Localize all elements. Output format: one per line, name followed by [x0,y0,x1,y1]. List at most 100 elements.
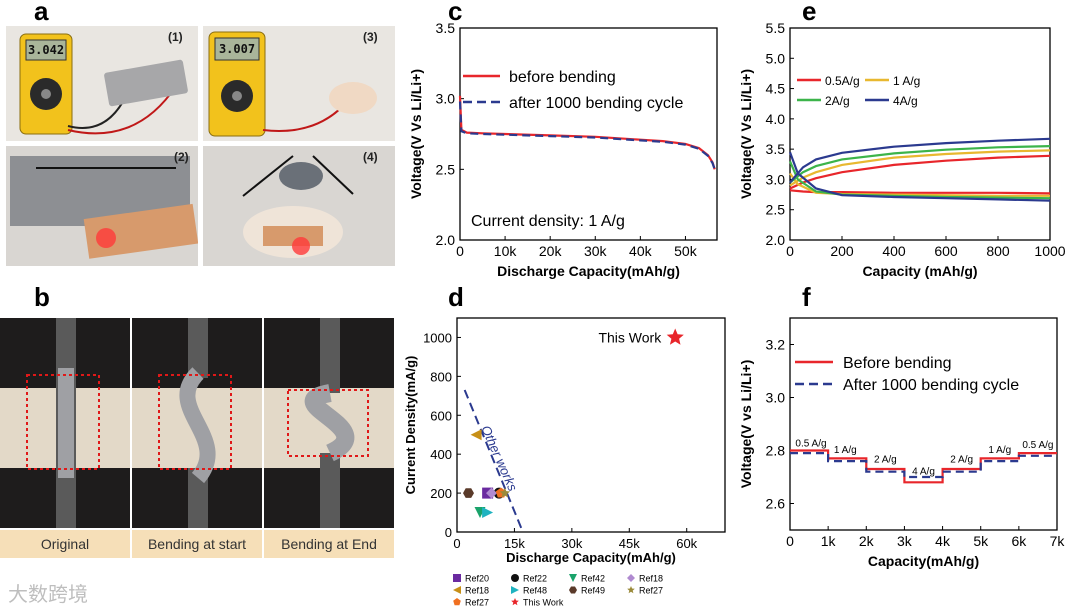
other-works-annotation: Other works [478,423,520,494]
caption-bending-start: Bending at start [132,530,262,558]
rate-label: 2 A/g [950,454,973,465]
legend-label: 1 A/g [893,74,920,88]
y-tick-label: 1000 [423,330,452,345]
legend-label: Before bending [843,355,952,372]
chart-c-discharge: 0 10k 20k 30k 40k 50k 2.0 2.5 3.0 3.5 Discharge Ca… [408,20,718,279]
y-tick-label: 3.5 [766,141,786,157]
y-tick-label: 5.0 [766,50,786,66]
x-tick-label: 45k [619,536,640,551]
charge-curve [789,137,1051,184]
legend-marker [569,574,577,582]
x-tick-label: 0 [453,536,460,551]
y-tick-label: 800 [430,369,452,384]
y-tick-label: 600 [430,408,452,423]
bending-scene-start [132,318,262,528]
x-tick-label: 0 [786,243,794,259]
bending-scene-end [264,318,394,528]
panel-label-b: b [34,282,50,312]
data-point [499,487,511,498]
other-works-boundary [463,389,524,531]
legend-label: Ref27 [639,586,663,596]
charge-curve [789,145,1051,184]
legend-label: Ref49 [581,586,605,596]
panel-label-e: e [802,0,817,26]
discharge-curve [788,151,1051,202]
bending-scene-original [0,318,130,528]
x-tick-label: 5k [973,533,989,549]
legend-marker [627,574,635,582]
rate-label: 1 A/g [988,445,1011,456]
x-tick-label: 30k [584,243,608,259]
data-point [463,488,474,498]
legend-label: after 1000 bending cycle [509,95,683,112]
y-axis-label: Voltage(V Vs Li/Li+) [408,69,424,199]
legend-marker [453,598,461,606]
y-tick-label: 3.5 [436,20,456,36]
x-tick-label: 50k [674,243,698,259]
multimeter-scene-1 [19,33,188,135]
legend-label: Ref42 [581,574,605,584]
x-tick-label: 4k [935,533,951,549]
plot-frame [789,27,1051,241]
sub-label-3: (3) [363,30,378,44]
y-tick-label: 2.6 [766,496,786,512]
sub-label-4: (4) [363,150,378,164]
legend-marker [511,598,519,606]
x-tick-label: 800 [986,243,1010,259]
series-line [790,452,1057,479]
legend-marker [627,586,635,594]
y-tick-label: 2.0 [766,232,786,248]
x-tick-label: 7k [1050,533,1066,549]
sub-label-1: (1) [168,30,183,44]
x-axis-label: Capacity(mAh/g) [868,553,979,569]
legend-label: Ref48 [523,586,547,596]
legend-label: This Work [523,598,564,608]
data-point [666,328,684,345]
x-axis-label: Discharge Capacity(mAh/g) [497,263,680,279]
sub-label-2: (2) [174,150,189,164]
x-tick-label: 0 [456,243,464,259]
multimeter-scene-3 [208,31,377,137]
legend-label: 2A/g [825,94,850,108]
series-line [790,449,1057,484]
y-tick-label: 3.0 [766,171,786,187]
y-tick-label: 4.0 [766,111,786,127]
legend-label: 4A/g [893,94,918,108]
x-tick-label: 60k [676,536,697,551]
rate-label: 4 A/g [912,466,935,477]
x-tick-label: 30k [561,536,582,551]
plot-frame [459,27,718,241]
x-tick-label: 3k [897,533,913,549]
panel-label-d: d [448,282,464,312]
panel-label-c: c [448,0,463,26]
data-point [486,487,497,499]
legend-marker [511,574,519,582]
y-tick-label: 4.5 [766,81,786,97]
y-axis-label: Current Density(mA/g) [405,356,418,495]
legend-label: Ref18 [465,586,489,596]
legend-marker [569,586,577,594]
legend-marker [453,574,461,582]
x-tick-label: 40k [629,243,653,259]
chart-f-rate-bending: 0 1k 2k 3k 4k 5k 6k 7k 2.6 2.8 3.0 3.2 Capacity(mAh/… [738,317,1066,569]
x-tick-label: 6k [1011,533,1027,549]
y-tick-label: 3.0 [766,390,786,406]
legend-marker [453,586,461,594]
x-tick-label: 20k [539,243,563,259]
photo-bending-start [132,318,262,528]
device-scene-2 [10,156,198,259]
x-tick-label: 10k [494,243,518,259]
charge-curve [789,154,1051,190]
data-point [482,507,494,518]
photo-device-2: (2) [6,146,198,266]
charge-curve [789,149,1051,187]
x-tick-label: 400 [882,243,906,259]
photo-bending-original [0,318,130,528]
y-tick-label: 2.8 [766,443,786,459]
x-axis-label: Capacity (mAh/g) [862,263,977,279]
plot-frame [456,317,726,533]
x-tick-label: 0 [786,533,794,549]
y-tick-label: 2.5 [436,161,456,177]
discharge-curve [789,189,1051,195]
x-tick-label: 1k [821,533,837,549]
